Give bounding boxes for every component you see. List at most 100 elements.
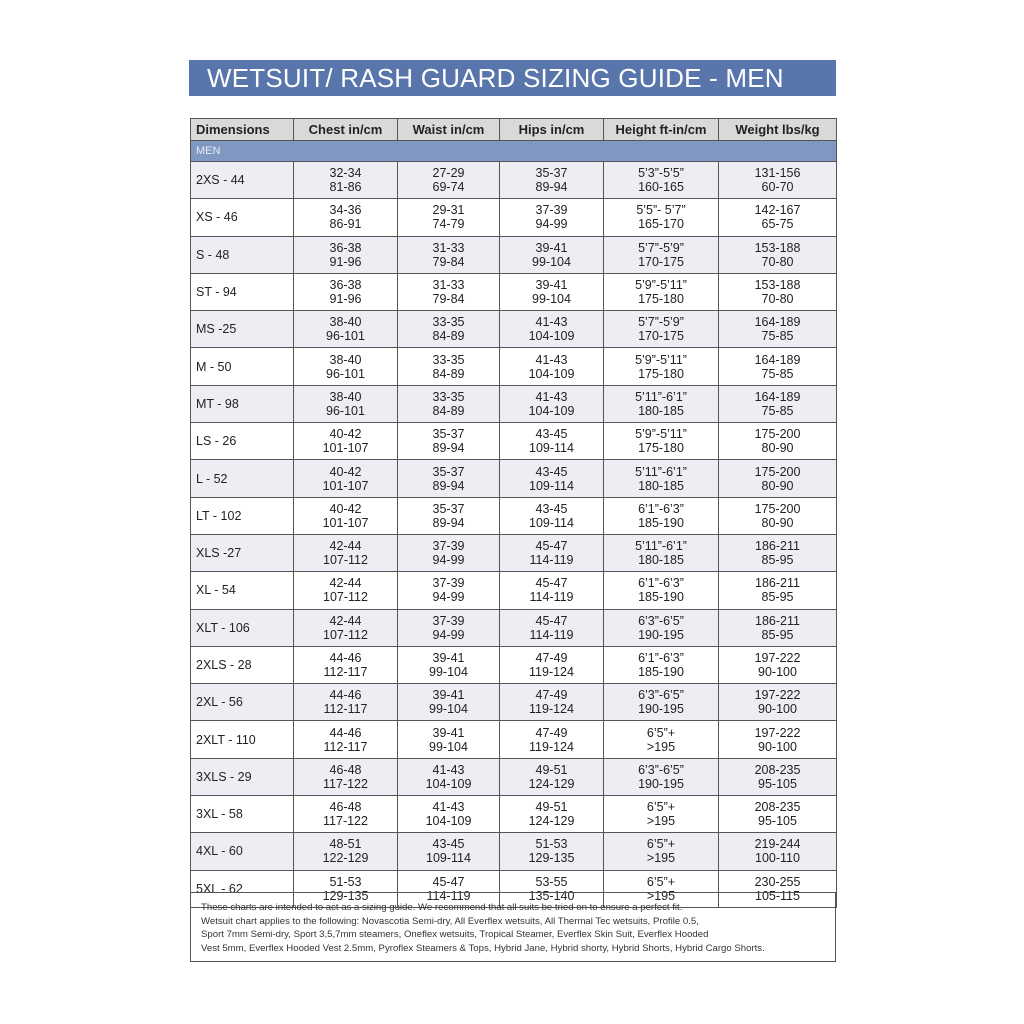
- imperial-value: 6’5”+: [646, 800, 676, 815]
- metric-value: >195: [646, 851, 676, 866]
- metric-value: 96-101: [326, 329, 365, 344]
- measurement-cell: 37-39 94-99: [397, 608, 500, 647]
- imperial-value: 41-43: [432, 762, 465, 777]
- measurement-cell: 5’11”-6’1” 180-185: [603, 533, 719, 573]
- metric-value: 65-75: [761, 217, 794, 232]
- page-title: WETSUIT/ RASH GUARD SIZING GUIDE - MEN: [189, 60, 836, 96]
- metric-value: 99-104: [429, 702, 468, 717]
- imperial-value: 175-200: [754, 501, 801, 516]
- metric-value: 80-90: [761, 515, 794, 530]
- metric-value: 79-84: [432, 292, 465, 307]
- measurement-cell: 41-43 104-109: [397, 757, 500, 797]
- measurement-cell: 186-211 85-95: [718, 571, 837, 610]
- imperial-value: 38-40: [329, 315, 362, 330]
- metric-value: 75-85: [761, 329, 794, 344]
- imperial-value: 35-37: [432, 427, 465, 442]
- imperial-value: 31-33: [432, 278, 465, 293]
- size-cell: XLT - 106: [190, 608, 294, 647]
- table-row: L - 52 40-42 101-107 35-37 89-94 43-45 109-114…: [190, 459, 837, 498]
- metric-value: 89-94: [432, 441, 465, 456]
- metric-value: 90-100: [758, 702, 797, 717]
- measurement-cell: 5’9”-5’11” 175-180: [603, 272, 719, 312]
- measurement-cell: 42-44 107-112: [293, 571, 398, 610]
- imperial-value: 43-45: [535, 501, 568, 516]
- measurement-cell: 45-47 114-119: [499, 533, 604, 573]
- metric-value: 94-99: [432, 553, 465, 568]
- metric-value: 124-129: [528, 776, 575, 791]
- metric-value: 79-84: [432, 254, 465, 269]
- metric-value: 165-170: [638, 217, 684, 232]
- metric-value: 109-114: [529, 441, 574, 456]
- table-row: XS - 46 34-36 86-91 29-31 74-79 37-39 94-99 5’5…: [190, 198, 837, 237]
- measurement-cell: 51-53 129-135: [499, 832, 604, 871]
- sizing-table: Dimensions Chest in/cm Waist in/cm Hips …: [190, 118, 837, 908]
- metric-value: 101-107: [322, 515, 369, 530]
- imperial-value: 6’1”-6’3”: [638, 576, 684, 591]
- measurement-cell: 34-36 86-91: [293, 198, 398, 237]
- footnote-line: Wetsuit chart applies to the following: …: [201, 915, 699, 927]
- imperial-value: 40-42: [329, 501, 362, 516]
- size-cell: XS - 46: [190, 198, 294, 237]
- table-row: 2XLS - 28 44-46 112-117 39-41 99-104 47-49 119…: [190, 645, 837, 685]
- imperial-value: 51-53: [535, 837, 568, 852]
- metric-value: 75-85: [761, 366, 794, 381]
- imperial-value: 5’11”-6’1”: [635, 464, 687, 479]
- table-row: XLT - 106 42-44 107-112 37-39 94-99 45-47 114-…: [190, 608, 837, 647]
- metric-value: 74-79: [432, 217, 465, 232]
- metric-value: 99-104: [429, 665, 468, 679]
- measurement-cell: 47-49 119-124: [499, 720, 604, 759]
- imperial-value: 44-46: [329, 688, 362, 703]
- measurement-cell: 197-222 90-100: [718, 683, 837, 722]
- measurement-cell: 45-47 114-119: [499, 608, 604, 647]
- metric-value: 80-90: [761, 478, 794, 493]
- metric-value: 114-119: [529, 627, 574, 642]
- footnote-line: Sport 7mm Semi-dry, Sport 3,5,7mm steame…: [201, 929, 709, 940]
- measurement-cell: 35-37 89-94: [397, 496, 500, 535]
- measurement-cell: 44-46 112-117: [293, 645, 398, 685]
- metric-value: 85-95: [761, 627, 794, 642]
- measurement-cell: 41-43 104-109: [499, 310, 604, 349]
- table-row: XLS -27 42-44 107-112 37-39 94-99 45-47 114-11…: [190, 533, 837, 573]
- measurement-cell: 39-41 99-104: [499, 235, 604, 274]
- metric-value: 101-107: [322, 441, 369, 456]
- imperial-value: 43-45: [535, 464, 568, 479]
- measurement-cell: 43-45 109-114: [397, 832, 500, 871]
- imperial-value: 47-49: [535, 688, 568, 703]
- imperial-value: 45-47: [432, 874, 465, 889]
- measurement-cell: 42-44 107-112: [293, 608, 398, 647]
- metric-value: 112-117: [323, 665, 368, 679]
- measurement-cell: 46-48 117-122: [293, 795, 398, 834]
- measurement-cell: 43-45 109-114: [499, 496, 604, 535]
- table-header-row: Dimensions Chest in/cm Waist in/cm Hips …: [190, 118, 837, 141]
- imperial-value: 6’5”+: [646, 725, 676, 740]
- imperial-value: 6’3”-6’5”: [638, 688, 684, 703]
- imperial-value: 43-45: [432, 837, 465, 852]
- imperial-value: 37-39: [432, 613, 465, 628]
- imperial-value: 35-37: [535, 166, 568, 181]
- imperial-value: 39-41: [432, 725, 465, 740]
- measurement-cell: 38-40 96-101: [293, 384, 398, 424]
- metric-value: 185-190: [638, 665, 684, 679]
- metric-value: 185-190: [638, 515, 684, 530]
- imperial-value: 45-47: [535, 613, 568, 628]
- imperial-value: 37-39: [432, 539, 465, 554]
- imperial-value: 53-55: [535, 874, 568, 889]
- metric-value: 104-109: [425, 776, 472, 791]
- metric-value: 60-70: [761, 180, 794, 195]
- measurement-cell: 164-189 75-85: [718, 310, 837, 349]
- imperial-value: 44-46: [329, 651, 362, 665]
- footnote-line: Vest 5mm, Everflex Hooded Vest 2.5mm, Py…: [201, 942, 765, 954]
- measurement-cell: 219-244 100-110: [718, 832, 837, 871]
- measurement-cell: 208-235 95-105: [718, 757, 837, 797]
- size-cell: XLS -27: [190, 533, 294, 573]
- imperial-value: 164-189: [754, 315, 801, 330]
- metric-value: 114-119: [529, 590, 574, 605]
- imperial-value: 5’7”-5’9”: [638, 240, 684, 255]
- measurement-cell: 186-211 85-95: [718, 608, 837, 647]
- metric-value: 107-112: [323, 627, 368, 642]
- imperial-value: 35-37: [432, 501, 465, 516]
- imperial-value: 6’3”-6’5”: [638, 762, 684, 777]
- metric-value: 100-110: [755, 851, 800, 866]
- measurement-cell: 42-44 107-112: [293, 533, 398, 573]
- measurement-cell: 230-255 105-115: [718, 869, 837, 908]
